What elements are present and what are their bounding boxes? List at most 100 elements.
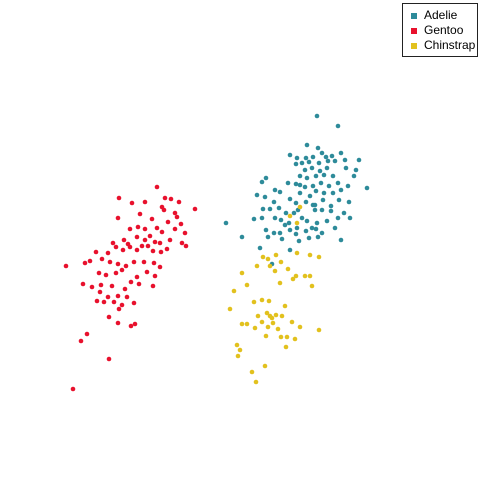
point-adelie-50: [338, 187, 344, 193]
point-gentoo-81: [116, 306, 122, 312]
point-adelie-85: [277, 230, 283, 236]
point-adelie-90: [319, 230, 325, 236]
point-chinstrap-2: [297, 204, 303, 210]
point-gentoo-18: [135, 224, 141, 230]
point-adelie-49: [330, 190, 336, 196]
point-adelie-31: [330, 173, 336, 179]
point-chinstrap-6: [278, 259, 284, 265]
point-gentoo-56: [157, 264, 163, 270]
point-gentoo-50: [107, 259, 113, 265]
point-chinstrap-27: [264, 310, 270, 316]
point-gentoo-61: [134, 274, 140, 280]
point-adelie-61: [346, 199, 352, 205]
point-adelie-95: [296, 238, 302, 244]
point-gentoo-43: [150, 248, 156, 254]
point-gentoo-36: [105, 250, 111, 256]
point-chinstrap-4: [265, 256, 271, 262]
point-gentoo-88: [106, 356, 112, 362]
point-adelie-6: [303, 155, 309, 161]
point-adelie-30: [321, 172, 327, 178]
point-chinstrap-0: [287, 213, 293, 219]
point-gentoo-73: [105, 294, 111, 300]
point-gentoo-16: [178, 221, 184, 227]
point-chinstrap-23: [259, 297, 265, 303]
point-adelie-91: [332, 225, 338, 231]
point-gentoo-70: [136, 281, 142, 287]
point-chinstrap-50: [262, 363, 268, 369]
point-chinstrap-43: [278, 334, 284, 340]
point-gentoo-60: [119, 267, 125, 273]
point-adelie-74: [278, 217, 284, 223]
point-chinstrap-1: [294, 220, 300, 226]
point-chinstrap-46: [283, 344, 289, 350]
point-adelie-3: [315, 145, 321, 151]
point-gentoo-28: [142, 237, 148, 243]
point-adelie-83: [263, 227, 269, 233]
point-gentoo-38: [120, 247, 126, 253]
point-chinstrap-31: [227, 306, 233, 312]
point-adelie-103: [291, 210, 297, 216]
point-chinstrap-16: [307, 273, 313, 279]
point-adelie-44: [277, 189, 283, 195]
point-gentoo-78: [111, 299, 117, 305]
point-chinstrap-45: [292, 336, 298, 342]
point-adelie-70: [341, 210, 347, 216]
point-gentoo-13: [149, 216, 155, 222]
point-gentoo-46: [63, 263, 69, 269]
point-gentoo-39: [127, 244, 133, 250]
point-chinstrap-15: [302, 273, 308, 279]
point-chinstrap-24: [266, 298, 272, 304]
point-gentoo-55: [151, 260, 157, 266]
point-gentoo-87: [78, 338, 84, 344]
point-gentoo-9: [161, 207, 167, 213]
point-chinstrap-53: [269, 315, 275, 321]
point-adelie-15: [316, 160, 322, 166]
point-chinstrap-48: [237, 347, 243, 353]
point-adelie-19: [356, 157, 362, 163]
series-adelie: [223, 113, 370, 267]
point-gentoo-41: [139, 243, 145, 249]
point-gentoo-51: [115, 261, 121, 267]
point-adelie-67: [312, 207, 318, 213]
point-adelie-69: [328, 208, 334, 214]
point-gentoo-12: [137, 211, 143, 217]
point-adelie-40: [335, 180, 341, 186]
point-gentoo-49: [99, 256, 105, 262]
point-gentoo-14: [165, 219, 171, 225]
point-adelie-45: [297, 190, 303, 196]
point-adelie-101: [293, 231, 299, 237]
point-gentoo-42: [145, 243, 151, 249]
point-chinstrap-35: [252, 325, 258, 331]
point-adelie-27: [297, 173, 303, 179]
point-gentoo-15: [174, 214, 180, 220]
point-gentoo-4: [129, 200, 135, 206]
point-adelie-62: [260, 206, 266, 212]
point-gentoo-30: [152, 239, 158, 245]
point-adelie-22: [317, 168, 323, 174]
point-adelie-77: [304, 218, 310, 224]
point-adelie-82: [223, 220, 229, 226]
point-adelie-18: [342, 157, 348, 163]
point-adelie-29: [313, 173, 319, 179]
point-adelie-100: [287, 247, 293, 253]
point-gentoo-85: [132, 321, 138, 327]
point-adelie-28: [304, 175, 310, 181]
point-chinstrap-5: [273, 252, 279, 258]
legend-swatch-adelie: [411, 12, 417, 19]
point-gentoo-68: [122, 286, 128, 292]
point-chinstrap-3: [260, 254, 266, 260]
point-gentoo-22: [172, 226, 178, 232]
point-adelie-5: [294, 155, 300, 161]
point-gentoo-48: [87, 258, 93, 264]
point-adelie-97: [315, 234, 321, 240]
point-chinstrap-20: [277, 280, 283, 286]
point-adelie-98: [338, 237, 344, 243]
point-gentoo-75: [124, 294, 130, 300]
point-gentoo-53: [131, 259, 137, 265]
point-adelie-92: [239, 234, 245, 240]
series-chinstrap: [227, 204, 322, 385]
point-gentoo-31: [157, 240, 163, 246]
point-gentoo-37: [113, 244, 119, 250]
point-chinstrap-42: [263, 333, 269, 339]
